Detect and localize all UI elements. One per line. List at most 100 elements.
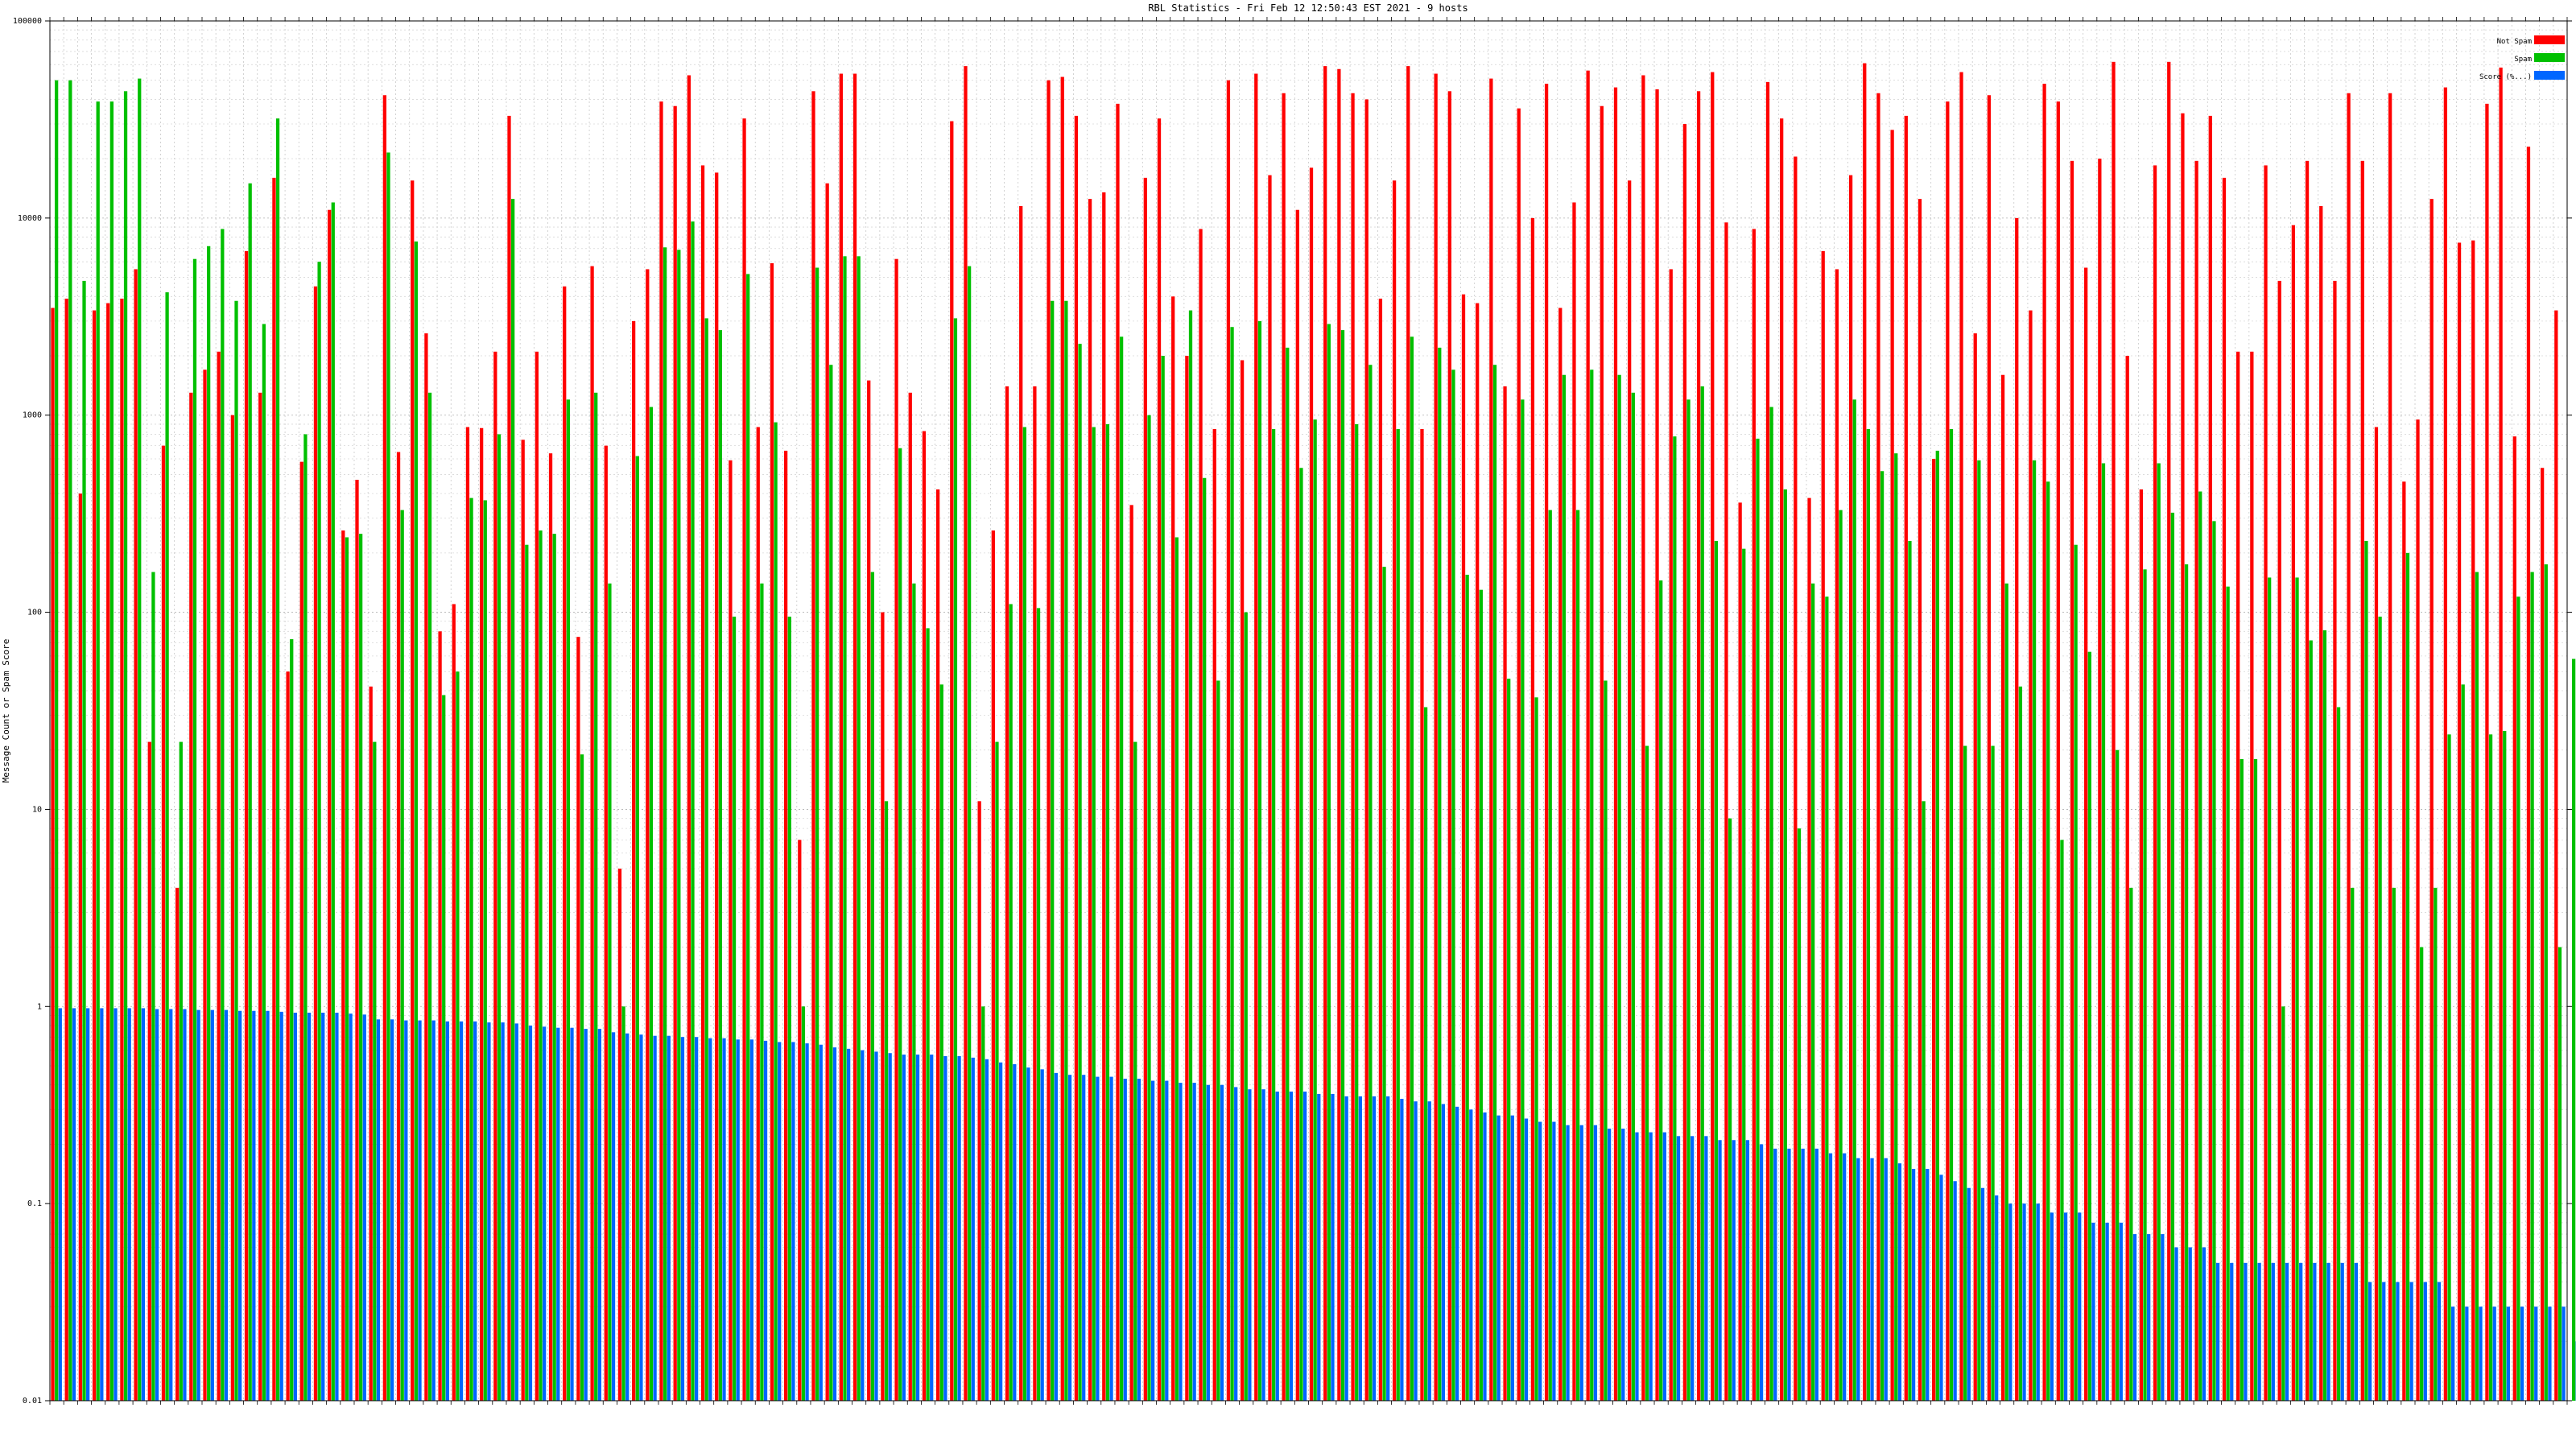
bar-spam [373,741,377,1401]
bar-spam [442,695,446,1401]
bar-not-spam [1129,505,1133,1401]
bar-not-spam [881,612,885,1401]
bar-score [1828,1153,1833,1401]
bar-score [1787,1148,1791,1401]
bar-spam [151,572,155,1401]
bar-not-spam [1323,66,1327,1402]
bar-spam [774,422,778,1401]
bar-score [736,1039,740,1401]
bar-spam [2364,541,2368,1401]
bar-score [639,1034,643,1401]
bar-score [1179,1083,1183,1401]
bar-score [1192,1083,1196,1401]
bar-spam [1396,429,1400,1401]
bar-score [2506,1307,2511,1401]
bar-spam [621,1006,625,1401]
bar-score [293,1013,297,1401]
bar-series [51,61,2576,1402]
bar-score [805,1043,809,1401]
bar-not-spam [1572,202,1576,1402]
bar-spam [649,407,654,1402]
bar-spam [331,202,335,1402]
bar-spam [192,258,197,1402]
bar-score [1980,1187,1985,1401]
bar-spam [2461,684,2465,1401]
bar-score [1109,1076,1113,1401]
bar-not-spam [1807,497,1811,1401]
bar-not-spam [2236,351,2240,1401]
bar-spam [303,434,308,1402]
bar-score [778,1042,782,1401]
bar-spam [1078,344,1082,1401]
bar-score [418,1020,422,1401]
bar-score [1884,1158,1888,1401]
bar-spam [2101,463,2106,1401]
bar-not-spam [521,440,525,1401]
bar-score [1013,1063,1017,1401]
bar-spam [1548,510,1552,1401]
bar-spam [1949,429,1954,1401]
bar-spam [109,101,114,1401]
bar-not-spam [507,115,511,1401]
bar-not-spam [1959,72,1963,1402]
bar-not-spam [2181,113,2185,1402]
bar-score [238,1010,242,1401]
bar-not-spam [299,461,303,1401]
bar-spam [1686,399,1690,1402]
bar-not-spam [1517,108,1521,1401]
bar-not-spam [922,431,927,1401]
bar-not-spam [92,310,97,1402]
y-tick-label: 10000 [18,214,42,223]
bar-score [2451,1307,2455,1401]
bar-spam [1742,548,1746,1402]
bar-score [2008,1203,2013,1401]
bar-spam [2018,686,2023,1401]
bar-score [100,1008,104,1401]
bar-spam [815,267,819,1401]
bar-spam [1825,597,1829,1401]
bar-spam [2420,947,2424,1401]
bar-spam [552,534,556,1401]
bar-score [1289,1092,1294,1401]
bar-not-spam [2512,436,2516,1401]
bar-spam [1064,300,1068,1401]
bar-score [1870,1158,1874,1401]
bar-score [266,1010,270,1401]
bar-not-spam [1932,459,1936,1401]
bar-spam [427,392,432,1401]
bar-spam [787,617,791,1401]
bar-not-spam [1420,429,1424,1401]
bar-not-spam [770,262,774,1402]
bar-not-spam [480,427,484,1401]
bar-not-spam [1946,101,1950,1401]
bar-not-spam [106,303,110,1402]
bar-spam [1590,369,1594,1401]
bar-spam [345,537,349,1401]
bar-not-spam [1890,130,1894,1401]
bar-not-spam [867,380,871,1402]
bar-spam [290,639,294,1401]
bar-spam [1147,415,1151,1402]
bar-score [819,1044,823,1401]
bar-not-spam [341,530,345,1402]
bar-score [2105,1222,2109,1401]
bar-score [2202,1247,2207,1401]
bar-spam [939,684,943,1401]
bar-not-spam [382,95,386,1401]
bar-spam [207,246,211,1401]
bar-score [1926,1169,1930,1401]
bar-spam [68,80,72,1402]
bar-not-spam [438,631,442,1401]
bar-score [2244,1262,2248,1401]
bar-score [749,1039,753,1401]
bar-spam [926,628,930,1401]
bar-score [2326,1262,2330,1401]
bar-not-spam [1157,118,1162,1401]
bar-score [196,1009,200,1401]
bar-score [514,1023,518,1401]
bar-score [653,1035,657,1401]
bar-score [1718,1140,1722,1401]
legend-label: Not Spam [2497,38,2532,46]
bar-score [1302,1092,1307,1401]
bar-not-spam [2457,242,2462,1402]
